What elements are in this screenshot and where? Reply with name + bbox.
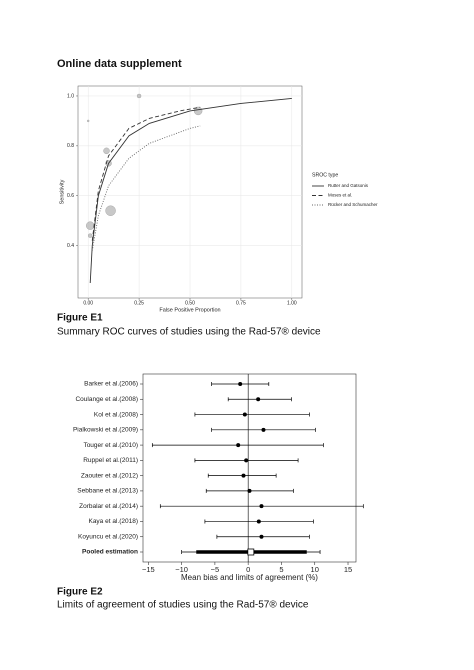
category-label: Zorbalar et al.(2014)	[79, 503, 138, 510]
x-tick-label: −15	[142, 565, 155, 574]
sroc-curve	[91, 106, 201, 241]
legend-title: SROC type	[312, 172, 338, 178]
category-label: Kaya et al.(2018)	[88, 518, 138, 525]
study-point	[105, 205, 116, 216]
x-tick-label: 0.25	[134, 300, 144, 306]
category-label: Sebbane et al.(2013)	[77, 488, 138, 495]
y-tick-label: 0.8	[67, 143, 74, 149]
legend-label: Rücker and Schumacher	[328, 202, 378, 207]
mean-bias	[244, 458, 249, 463]
category-label: Pooled estimation	[82, 549, 138, 556]
category-label: Ruppel et al.(2011)	[83, 457, 138, 464]
mean-bias	[261, 427, 266, 432]
study-point	[86, 119, 90, 123]
page-title: Online data supplement	[57, 58, 182, 70]
category-label: Touger et al.(2010)	[83, 442, 138, 449]
figure-caption: Limits of agreement of studies using the…	[57, 600, 309, 611]
figure-caption: Summary ROC curves of studies using the …	[57, 327, 321, 338]
category-label: Kol et al.(2008)	[94, 411, 138, 418]
sroc-curve	[91, 125, 201, 251]
x-tick-label: 0.75	[236, 300, 246, 306]
x-tick-label: 0.50	[185, 300, 195, 306]
mean-bias	[256, 397, 261, 402]
category-label: Barker et al.(2006)	[84, 381, 138, 388]
x-tick-label: 15	[344, 565, 352, 574]
x-tick-label: 1.00	[287, 300, 297, 306]
study-point	[86, 221, 95, 230]
x-tick-label: 0.00	[83, 300, 93, 306]
mean-bias	[242, 412, 247, 417]
category-label: Koyuncu et al.(2020)	[78, 533, 138, 540]
legend-label: Rutter and Gatsonis	[328, 183, 369, 188]
plot-panel	[142, 373, 357, 563]
x-axis-label: Mean bias and limits of agreement (%)	[181, 573, 318, 582]
figure-label: Figure E1	[57, 313, 103, 324]
mean-bias	[236, 443, 241, 448]
x-tick-label: 0	[246, 565, 250, 574]
x-tick-label: 10	[311, 565, 319, 574]
x-axis-label: False Positive Proportion	[159, 307, 220, 313]
y-tick-label: 0.6	[67, 193, 74, 199]
study-point	[103, 147, 110, 155]
figure-label: Figure E2	[57, 587, 103, 598]
y-axis-label: Sensitivity	[59, 179, 65, 204]
mean-bias	[256, 519, 261, 524]
sroc-curve	[89, 98, 292, 284]
x-tick-label: −10	[175, 565, 188, 574]
mean-bias	[241, 473, 246, 478]
study-point	[88, 233, 93, 238]
category-label: Zaouter et al.(2012)	[81, 472, 138, 479]
category-label: Pialkowski et al.(2009)	[73, 427, 138, 434]
study-point	[136, 93, 142, 99]
mean-bias	[247, 488, 252, 493]
x-tick-label: 5	[279, 565, 283, 574]
category-label: Coulange et al.(2008)	[75, 396, 138, 403]
y-tick-label: 1.0	[67, 93, 74, 99]
mean-bias	[259, 504, 264, 509]
pooled-estimate	[247, 548, 255, 556]
legend-label: Moses et al.	[328, 193, 352, 198]
mean-bias	[259, 534, 264, 539]
study-point	[193, 106, 203, 116]
x-tick-label: −5	[211, 565, 220, 574]
y-tick-label: 0.4	[67, 243, 74, 249]
mean-bias	[238, 382, 243, 386]
